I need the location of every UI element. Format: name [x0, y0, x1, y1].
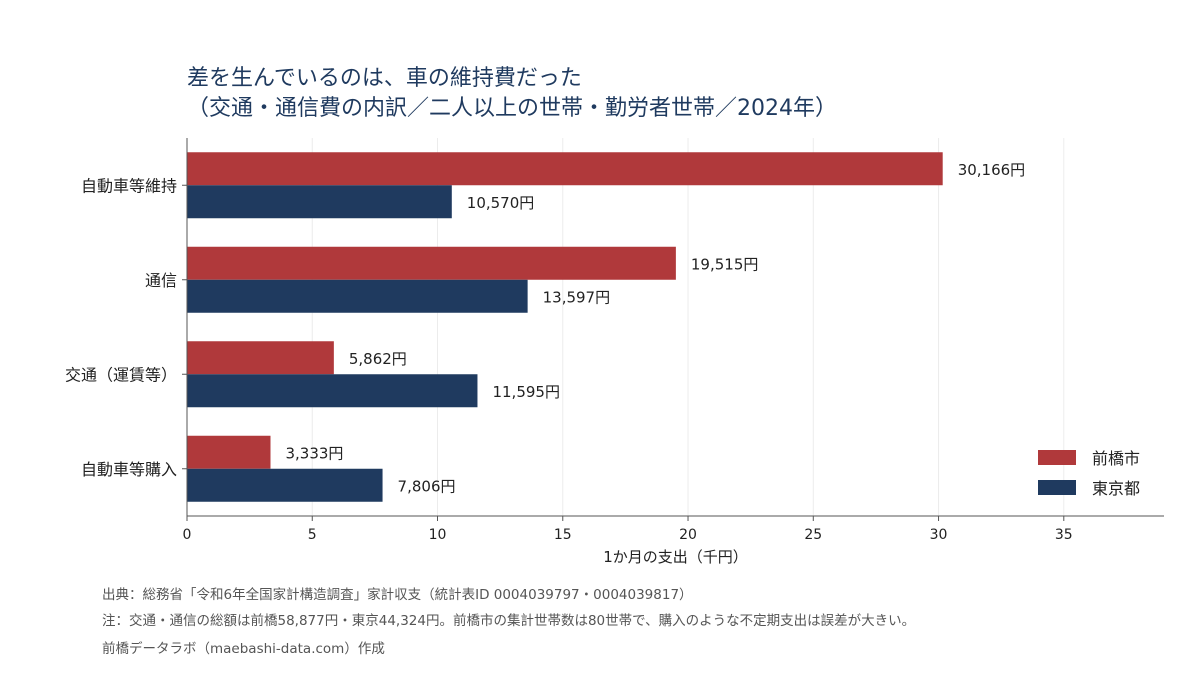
x-tick-label: 10 — [429, 527, 447, 543]
bar-tokyo — [187, 374, 478, 408]
legend-swatch — [1038, 450, 1076, 465]
legend-swatch — [1038, 480, 1076, 495]
chart-title-main: 差を生んでいるのは、車の維持費だった — [187, 66, 582, 91]
bar-tokyo — [187, 468, 383, 502]
data-label: 3,333円 — [285, 444, 343, 462]
chart-subtitle: （交通・通信費の内訳／二人以上の世帯・勤労者世帯／2024年） — [187, 96, 837, 121]
data-label: 10,570円 — [467, 194, 535, 212]
bar-maebashi — [187, 152, 943, 186]
x-tick-label: 35 — [1055, 527, 1073, 543]
bar-maebashi — [187, 341, 334, 375]
legend-label: 東京都 — [1092, 479, 1140, 498]
footnote: 注：交通・通信の総額は前橋58,877円・東京44,324円。前橋市の集計世帯数… — [102, 613, 916, 629]
category-label: 自動車等購入 — [81, 460, 177, 479]
data-label: 19,515円 — [691, 255, 759, 273]
data-label: 30,166円 — [958, 161, 1026, 179]
credit-note: 前橋データラボ（maebashi-data.com）作成 — [102, 641, 385, 657]
x-tick-label: 0 — [183, 527, 192, 543]
bar-maebashi — [187, 246, 676, 280]
legend-label: 前橋市 — [1092, 449, 1140, 468]
data-label: 11,595円 — [492, 383, 560, 401]
data-label: 7,806円 — [398, 477, 456, 495]
x-tick-label: 20 — [679, 527, 697, 543]
x-tick-label: 25 — [804, 527, 822, 543]
data-labels: 30,166円 19,515円 5,862円 3,333円 10,570円 13,597円… — [285, 161, 1025, 496]
bars — [187, 152, 943, 502]
x-tick-label: 30 — [930, 527, 948, 543]
x-tick-label: 5 — [308, 527, 317, 543]
category-label: 交通（運賃等） — [65, 365, 177, 384]
source-note: 出典：総務省「令和6年全国家計構造調査」家計収支（統計表ID 000403979… — [102, 587, 693, 603]
bar-tokyo — [187, 185, 452, 219]
category-label: 自動車等維持 — [81, 176, 177, 195]
data-label: 5,862円 — [349, 350, 407, 368]
x-tick-label: 15 — [554, 527, 572, 543]
category-label: 通信 — [145, 271, 177, 290]
x-axis-label: 1か月の支出（千円） — [603, 548, 748, 566]
chart-title: 差を生んでいるのは、車の維持費だった （交通・通信費の内訳／二人以上の世帯・勤労… — [187, 64, 837, 124]
bar-maebashi — [187, 435, 271, 469]
data-label: 13,597円 — [543, 288, 611, 306]
bar-tokyo — [187, 279, 528, 313]
